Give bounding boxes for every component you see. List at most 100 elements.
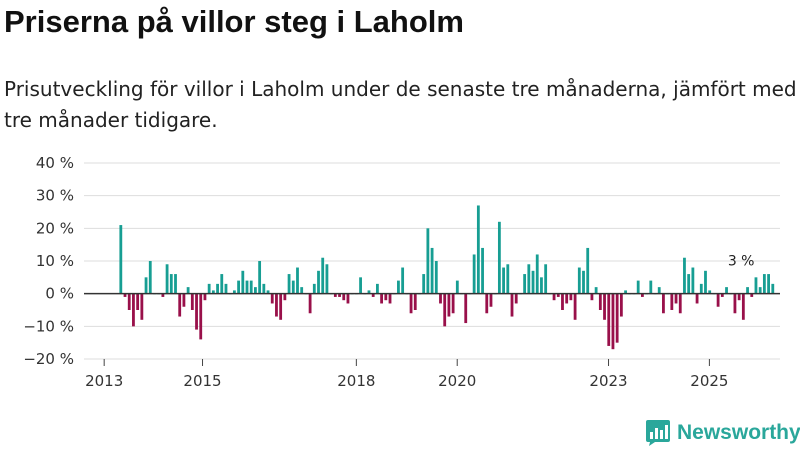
bar <box>657 287 661 294</box>
bar <box>476 205 480 294</box>
bar <box>178 293 182 317</box>
bar <box>586 247 590 294</box>
bar <box>708 290 712 294</box>
bar <box>174 274 177 294</box>
bar <box>497 221 501 294</box>
bar <box>720 293 724 297</box>
bar <box>275 293 278 317</box>
y-tick-label: −10 % <box>23 317 74 335</box>
bar <box>342 293 346 301</box>
y-tick-label: 20 % <box>36 219 74 237</box>
bar <box>136 293 140 310</box>
bar <box>127 293 131 310</box>
bar <box>540 277 543 294</box>
bar <box>758 287 762 294</box>
bar <box>771 283 775 294</box>
bar <box>119 225 123 294</box>
bar-series <box>119 205 775 350</box>
bar <box>741 293 745 320</box>
bar <box>186 287 190 294</box>
bar <box>317 270 320 294</box>
bar <box>472 254 476 294</box>
bar <box>220 274 224 294</box>
bar <box>607 293 611 346</box>
bar <box>464 293 468 324</box>
bar <box>451 293 455 314</box>
bar <box>359 277 362 294</box>
last-value-annotation: 3 % <box>728 254 755 270</box>
bar <box>561 293 564 310</box>
bar <box>241 270 245 294</box>
bar <box>489 293 493 307</box>
x-tick-label: 2025 <box>690 372 728 390</box>
bar <box>447 293 451 317</box>
bar <box>169 274 173 294</box>
bar <box>258 261 262 294</box>
bar <box>199 293 203 340</box>
bar <box>603 293 606 320</box>
bar <box>371 293 375 297</box>
y-tick-label: 0 % <box>45 285 74 303</box>
bar <box>556 293 560 297</box>
bar <box>510 293 514 317</box>
bar <box>704 270 707 294</box>
bar <box>190 293 194 310</box>
y-tick-label: 10 % <box>36 252 74 270</box>
x-tick-label: 2018 <box>337 372 375 390</box>
bar <box>262 283 266 294</box>
bar <box>346 293 350 304</box>
bar <box>552 293 556 301</box>
bar <box>678 293 682 314</box>
bar <box>397 280 400 294</box>
bar <box>312 283 316 294</box>
bar <box>291 280 295 294</box>
bar <box>413 293 417 310</box>
bar <box>481 247 484 294</box>
bar <box>455 280 459 294</box>
bar <box>195 293 198 330</box>
bar <box>338 293 341 297</box>
bar <box>283 293 287 301</box>
bar <box>691 267 695 294</box>
brand-name: Newsworthy <box>677 421 800 444</box>
bar <box>380 293 384 304</box>
bar <box>384 293 388 301</box>
bar <box>624 290 627 294</box>
newsworthy-brand[interactable]: Newsworthy <box>645 419 800 447</box>
bar <box>161 293 165 297</box>
bar <box>506 264 510 294</box>
bar <box>367 290 371 294</box>
bar <box>746 287 749 294</box>
chart-title: Priserna på villor steg i Laholm <box>4 4 464 39</box>
bar <box>514 293 518 304</box>
bar <box>182 293 186 307</box>
bar <box>132 293 135 327</box>
bar <box>148 261 152 294</box>
bar <box>725 287 728 294</box>
bar <box>485 293 489 314</box>
bar <box>683 257 686 294</box>
bar <box>140 293 144 320</box>
axes: −20 % −10 % 0 % 10 % 20 % 30 % 40 % 2013 2015 201… <box>23 154 780 390</box>
bar <box>577 267 581 294</box>
bar <box>569 293 573 301</box>
x-tick-label: 2020 <box>438 372 476 390</box>
x-tick-label: 2013 <box>85 372 123 390</box>
bar <box>266 290 270 294</box>
bar <box>232 290 236 294</box>
bar <box>270 293 274 304</box>
bar <box>224 283 228 294</box>
y-tick-label: 40 % <box>36 154 74 172</box>
bar <box>750 293 754 297</box>
x-tick-label: 2023 <box>589 372 627 390</box>
bar <box>573 293 577 320</box>
bar <box>544 264 548 294</box>
bar <box>674 293 678 304</box>
bar <box>300 287 304 294</box>
y-tick-label: −20 % <box>23 350 74 368</box>
bar <box>527 264 531 294</box>
bar <box>245 280 249 294</box>
bar <box>439 293 442 304</box>
bar <box>590 293 594 301</box>
